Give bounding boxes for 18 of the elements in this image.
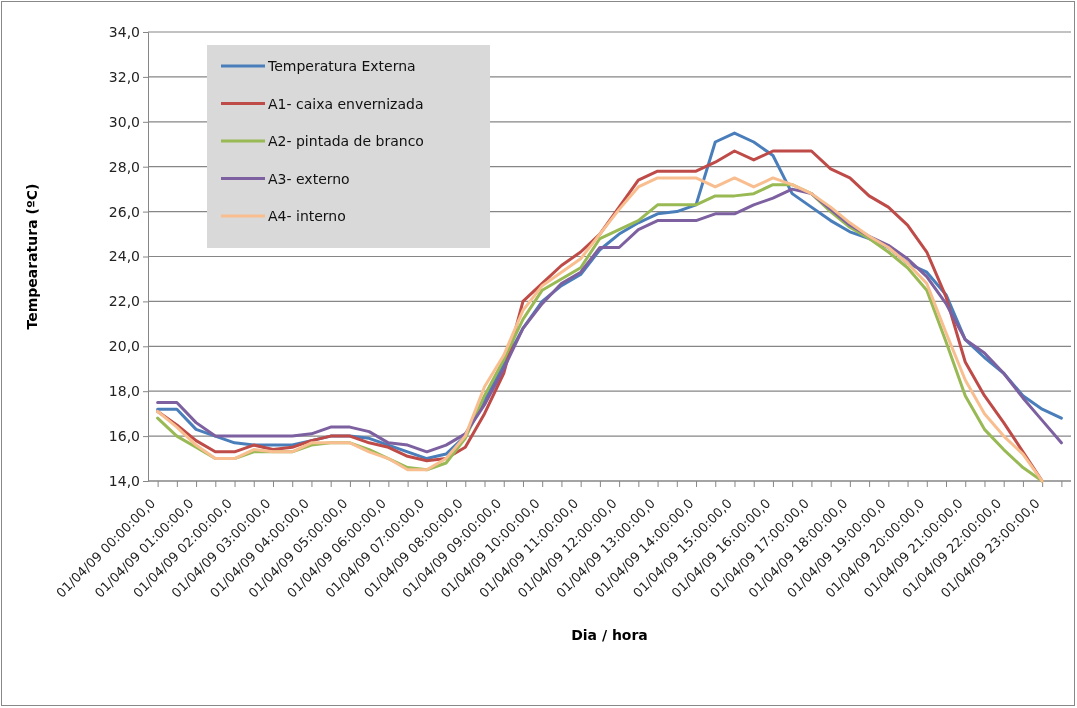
legend-label: A3- externo — [268, 170, 350, 187]
legend-label: A2- pintada de branco — [268, 133, 424, 149]
y-tick-label: 26,0 — [108, 203, 140, 220]
y-tick-label: 20,0 — [108, 338, 140, 355]
y-tick-label: 22,0 — [108, 293, 140, 310]
y-tick-label: 18,0 — [108, 383, 140, 400]
legend-label: Temperatura Externa — [267, 58, 416, 74]
x-axis-title: Dia / hora — [571, 627, 648, 643]
y-tick-label: 32,0 — [108, 68, 140, 85]
y-tick-label: 30,0 — [108, 113, 140, 130]
y-tick-label: 16,0 — [108, 428, 140, 445]
legend-label: A1- caixa envernizada — [268, 95, 424, 112]
y-tick-label: 28,0 — [108, 158, 140, 175]
legend-label: A4- interno — [268, 208, 346, 224]
y-axis-title: Tempearatura (ºC) — [24, 183, 40, 330]
y-tick-label: 34,0 — [108, 23, 140, 40]
y-tick-label: 14,0 — [108, 472, 140, 489]
y-tick-label: 24,0 — [108, 248, 140, 265]
